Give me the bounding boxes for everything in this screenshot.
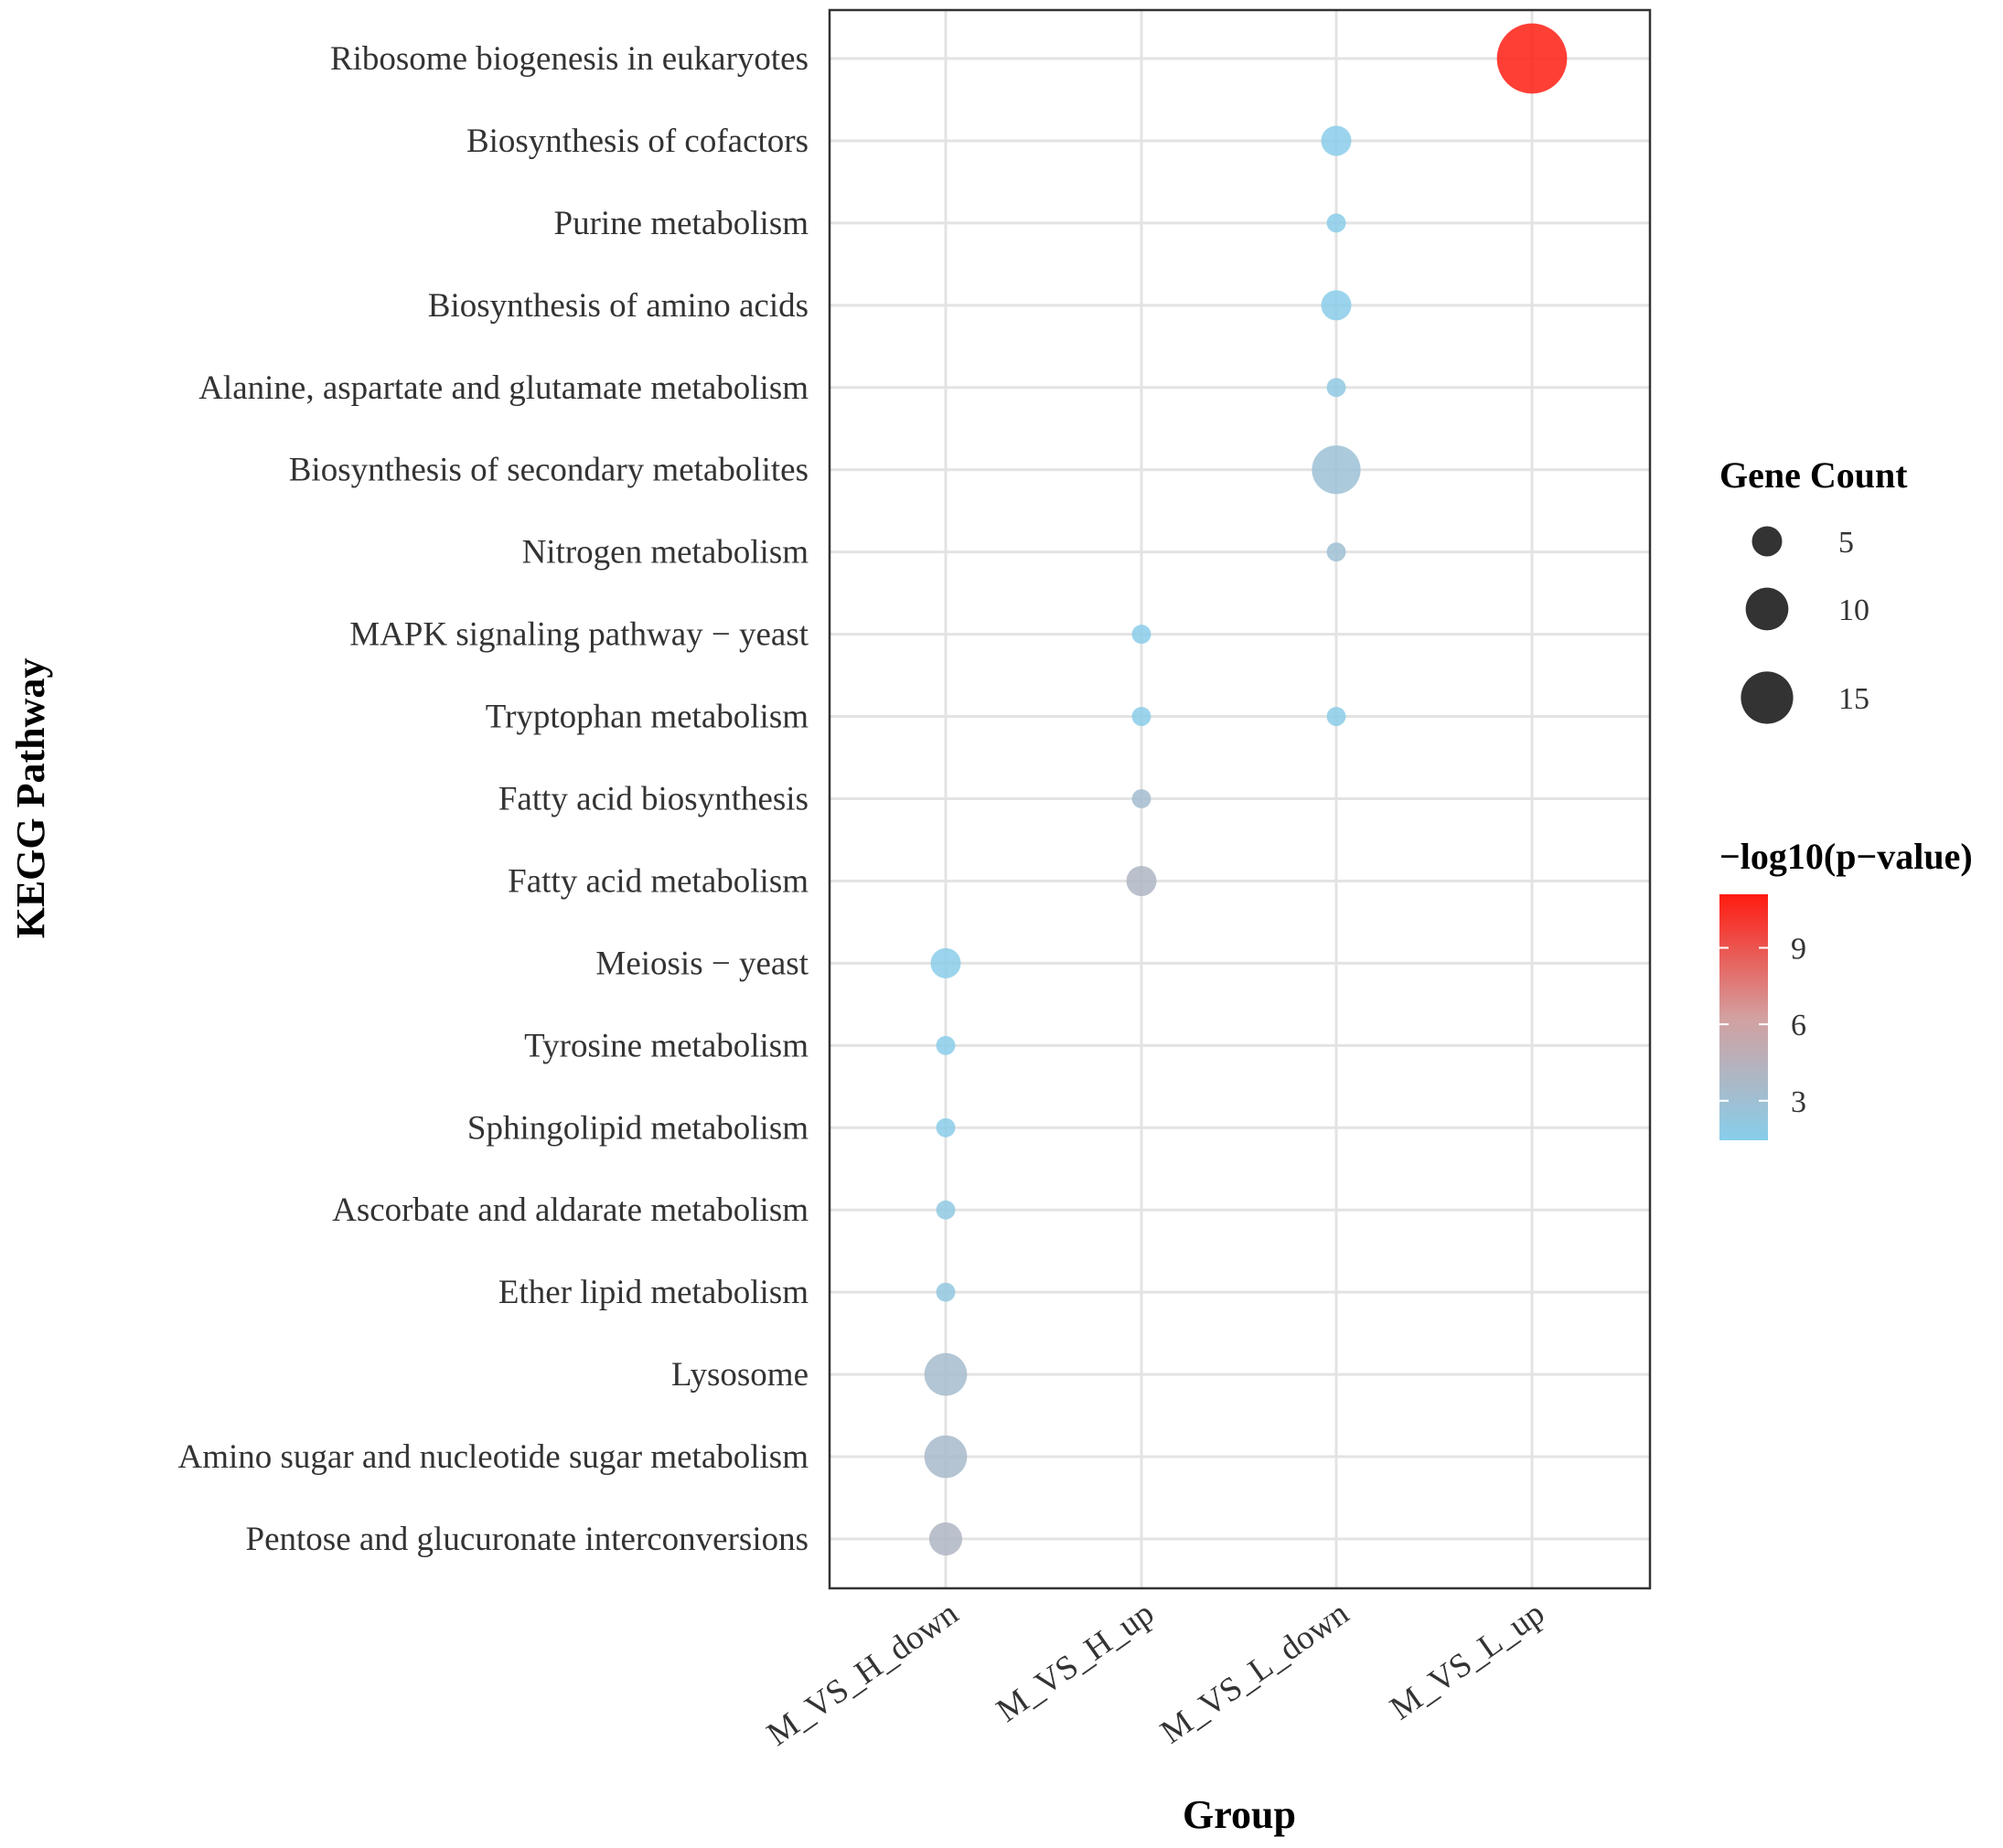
- x-tick-label: M_VS_H_down: [760, 1595, 965, 1754]
- bubble-point: [1326, 213, 1346, 233]
- y-tick-label: Meiosis − yeast: [595, 945, 809, 982]
- y-tick-label: Pentose and glucuronate interconversions: [246, 1521, 809, 1558]
- y-tick-label: Amino sugar and nucleotide sugar metabol…: [178, 1438, 809, 1476]
- y-tick-label: Biosynthesis of secondary metabolites: [289, 452, 809, 489]
- y-tick-label: Nitrogen metabolism: [522, 534, 809, 571]
- bubble-point: [1321, 290, 1352, 321]
- bubble-point: [1496, 23, 1568, 94]
- size-legend-label: 10: [1838, 593, 1869, 627]
- size-legend-key: [1741, 671, 1794, 724]
- bubble-point: [936, 1282, 956, 1302]
- y-tick-label: Ascorbate and aldarate metabolism: [332, 1191, 809, 1229]
- size-legend-key: [1751, 526, 1783, 557]
- size-legend-title: Gene Count: [1719, 454, 1908, 496]
- bubble-point: [1131, 789, 1151, 808]
- y-tick-label: Biosynthesis of cofactors: [466, 123, 809, 160]
- y-tick-label: Ribosome biogenesis in eukaryotes: [330, 40, 809, 78]
- y-tick-label: Sphingolipid metabolism: [467, 1109, 809, 1147]
- bubble-point: [928, 1522, 963, 1556]
- color-legend: −log10(p−value) 3 6 9: [1719, 836, 1973, 1140]
- bubbles: [924, 23, 1568, 1556]
- plot-panel-border: [828, 8, 1652, 1590]
- y-tick-label: Ether lipid metabolism: [498, 1274, 809, 1311]
- bubble-point: [1312, 445, 1361, 495]
- size-legend-key: [1745, 587, 1789, 631]
- color-legend-label: 3: [1791, 1085, 1806, 1119]
- y-axis-title: KEGG Pathway: [8, 658, 53, 939]
- y-tick-label: Purine metabolism: [554, 205, 809, 242]
- y-tick-label: Lysosome: [671, 1356, 809, 1394]
- y-tick-label: Fatty acid metabolism: [508, 862, 809, 900]
- y-tick-label: Fatty acid biosynthesis: [498, 781, 809, 818]
- grid-lines: [830, 10, 1650, 1588]
- bubble-point: [1326, 378, 1346, 398]
- bubble-point: [1131, 625, 1151, 645]
- color-legend-label: 6: [1791, 1009, 1806, 1042]
- bubble-point: [1126, 865, 1157, 896]
- bubble-point: [1326, 707, 1346, 726]
- size-legend-label: 15: [1838, 682, 1869, 716]
- x-axis-title: Group: [1183, 1792, 1296, 1837]
- bubble-point: [924, 1435, 968, 1479]
- y-tick-labels: Ribosome biogenesis in eukaryotes Biosynt…: [178, 40, 809, 1558]
- bubble-point: [936, 1117, 956, 1138]
- bubble-point: [924, 1352, 968, 1396]
- x-tick-labels: M_VS_H_down M_VS_H_upM_VS_L_down M_VS_L_up: [760, 1595, 1551, 1754]
- y-tick-label: Alanine, aspartate and glutamate metabol…: [198, 369, 809, 407]
- color-legend-title: −log10(p−value): [1719, 836, 1973, 877]
- bubble-point: [1326, 542, 1346, 562]
- color-bar: [1719, 894, 1768, 1140]
- y-tick-label: Tryptophan metabolism: [486, 699, 809, 736]
- bubble-point: [1321, 125, 1352, 156]
- y-tick-label: Tyrosine metabolism: [524, 1027, 809, 1064]
- x-tick-label: M_VS_L_down: [1154, 1595, 1356, 1752]
- bubble-point: [1131, 707, 1151, 726]
- bubble-point: [936, 1035, 956, 1055]
- y-tick-label: Biosynthesis of amino acids: [428, 287, 809, 325]
- bubble-point: [936, 1200, 956, 1220]
- bubble-point: [930, 947, 961, 978]
- x-tick-label: M_VS_L_up: [1384, 1595, 1552, 1728]
- x-tick-label: M_VS_H_up: [990, 1595, 1161, 1730]
- color-legend-label: 9: [1791, 933, 1806, 967]
- size-legend-label: 5: [1838, 526, 1854, 560]
- size-legend: Gene Count 5 10 15: [1719, 454, 1908, 724]
- y-tick-label: MAPK signaling pathway − yeast: [349, 616, 809, 654]
